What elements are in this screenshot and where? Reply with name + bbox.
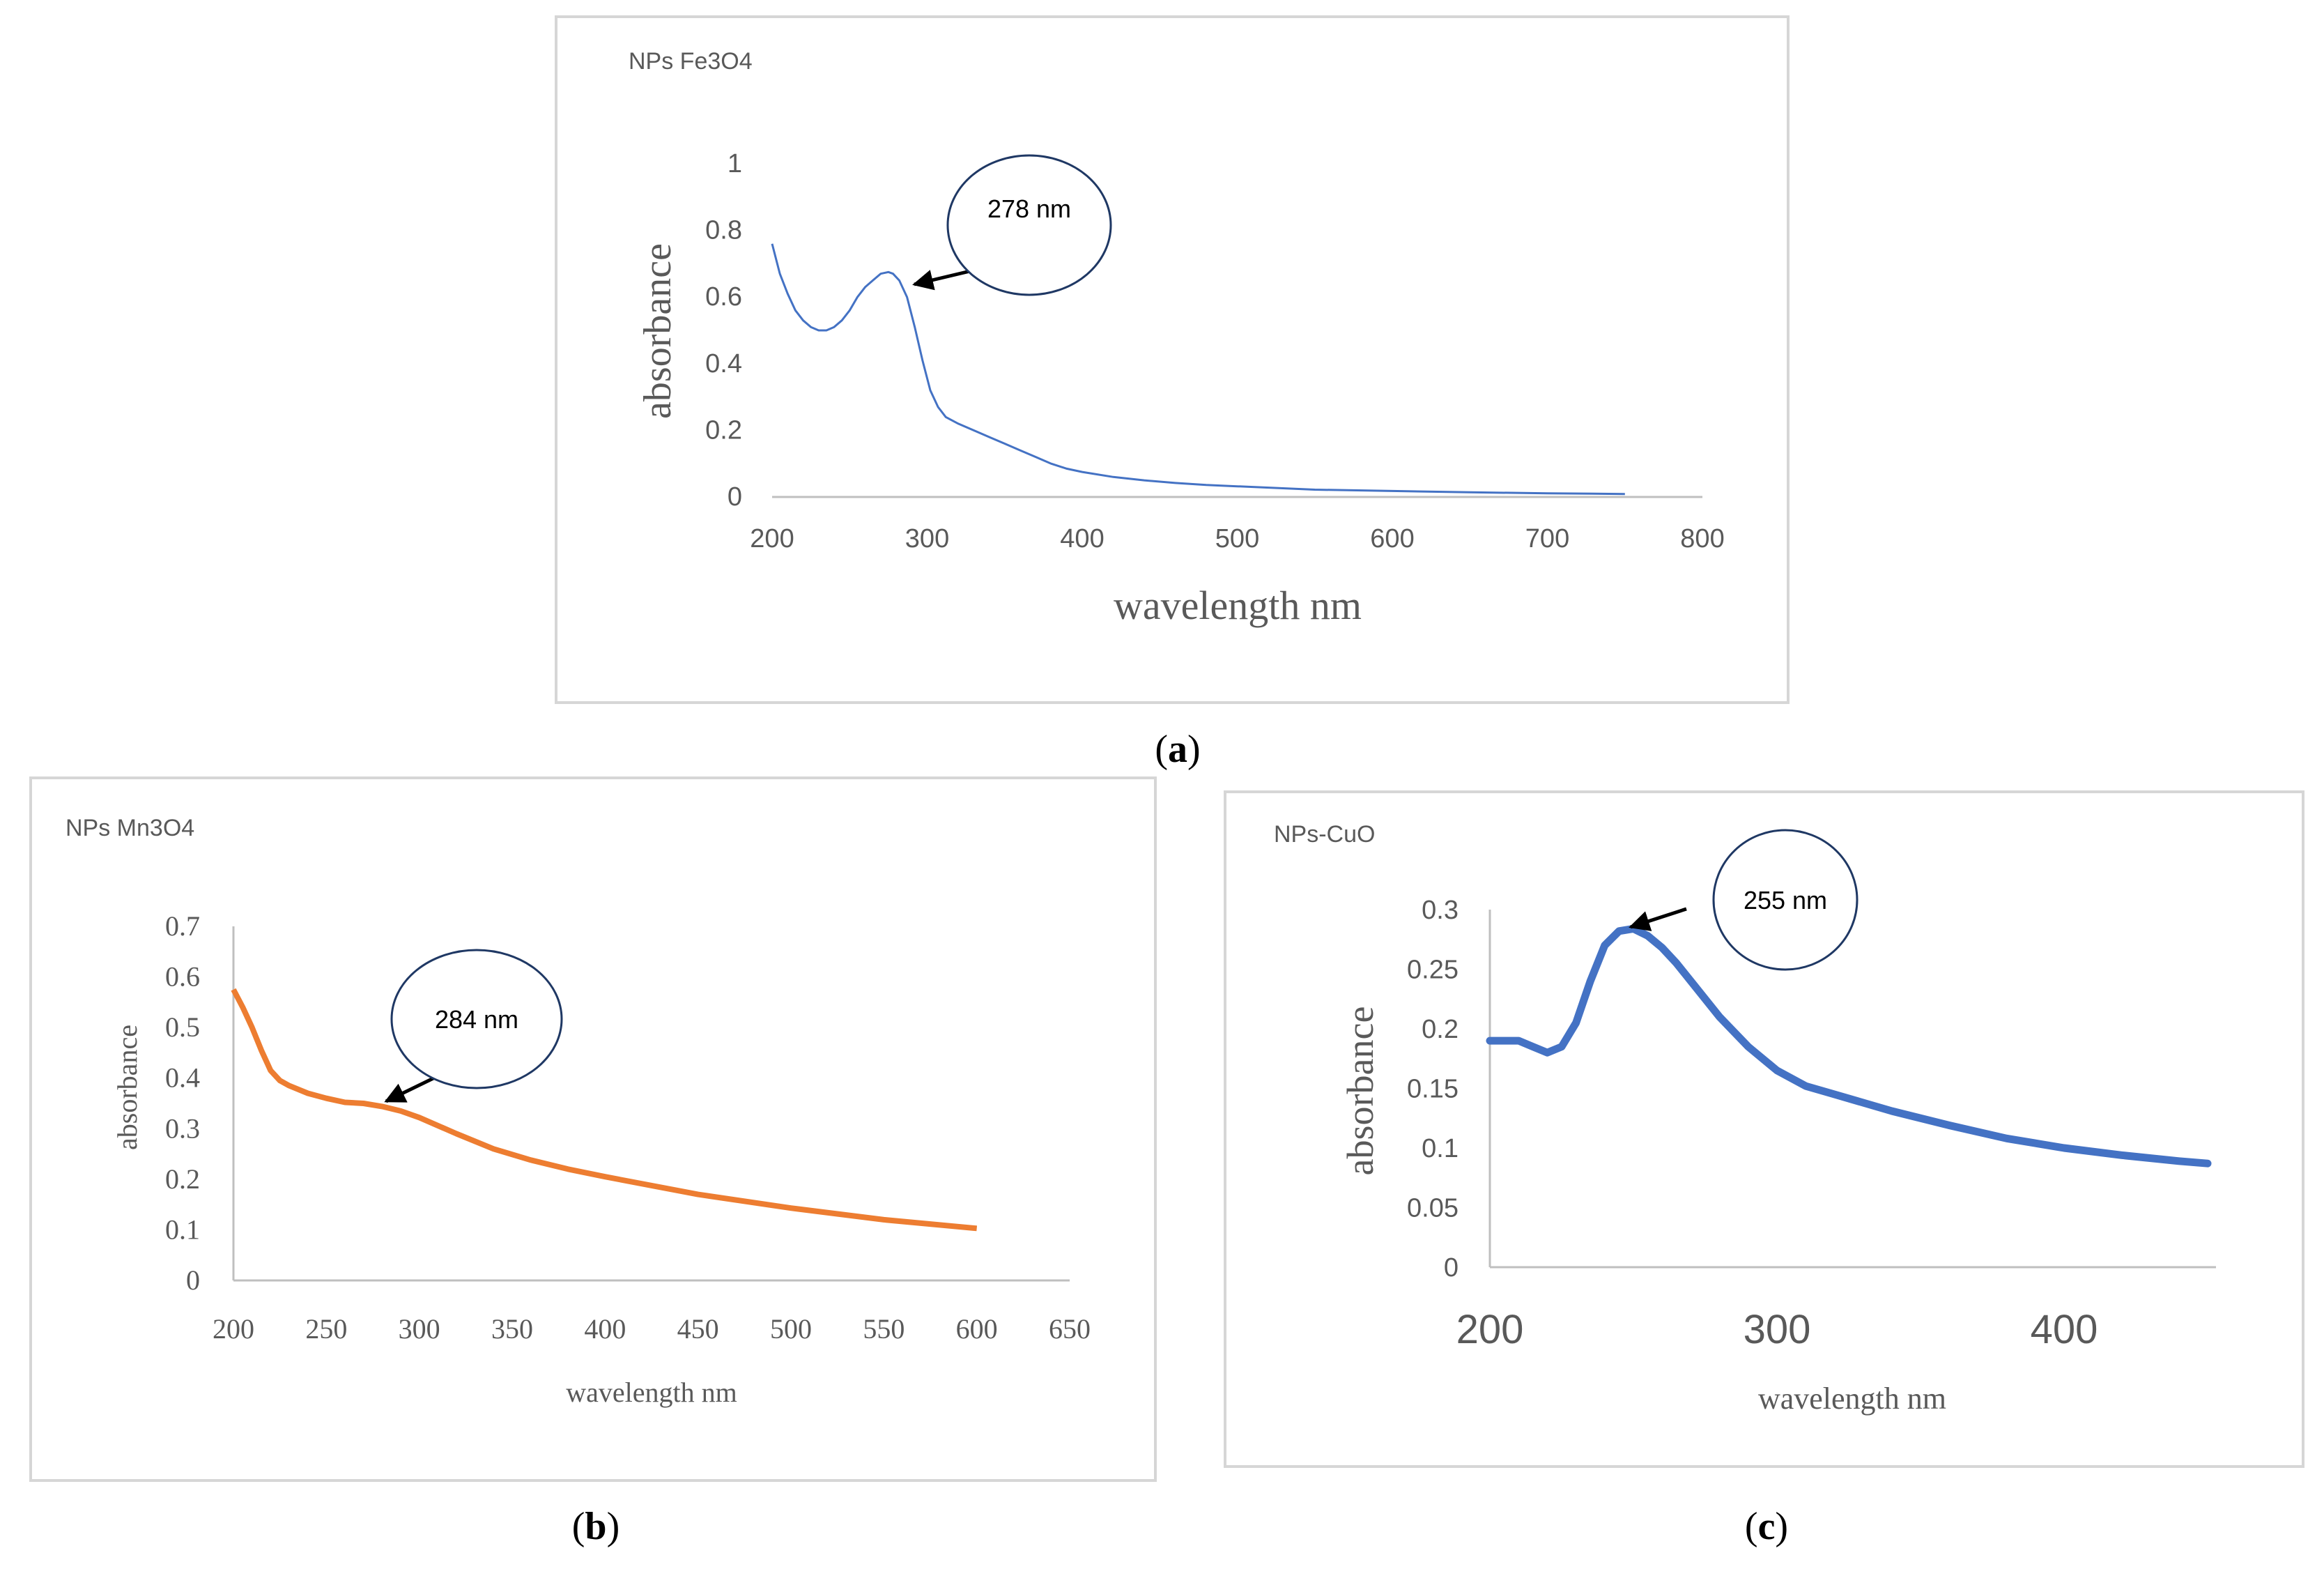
chart-title: NPs Fe3O4 [629, 48, 753, 75]
x-tick-label: 500 [770, 1313, 812, 1345]
x-tick-labels: 200 250 300 350 400 450 500 550 600 650 [213, 1313, 1091, 1345]
annotation-arrow [1629, 907, 1687, 931]
x-axis-label: wavelength nm [1758, 1382, 1946, 1416]
y-tick-label: 0 [1444, 1253, 1459, 1283]
y-tick-label: 0.4 [705, 349, 742, 378]
x-tick-label: 500 [1215, 524, 1259, 553]
y-tick-label: 0.8 [705, 216, 742, 245]
y-tick-label: 0.1 [165, 1214, 200, 1245]
x-tick-label: 700 [1525, 524, 1569, 553]
y-tick-label: 0.05 [1407, 1194, 1459, 1223]
x-tick-labels: 200 300 400 [1456, 1307, 2098, 1352]
chart-panel-b: NPs Mn3O4 0 0.1 0.2 0.3 0.4 0.5 0.6 0.7 200 250 3… [29, 776, 1157, 1482]
y-tick-label: 0.7 [165, 910, 200, 942]
chart-title: NPs-CuO [1274, 821, 1375, 848]
y-tick-label: 0.5 [165, 1011, 200, 1043]
x-tick-label: 300 [905, 524, 949, 553]
chart-frame [555, 15, 1790, 704]
y-tick-label: 0.15 [1407, 1075, 1459, 1104]
y-tick-label: 0.4 [165, 1062, 200, 1094]
x-tick-label: 650 [1049, 1313, 1091, 1345]
y-tick-labels: 0 0.2 0.4 0.6 0.8 1 [705, 149, 742, 512]
x-tick-label: 250 [305, 1313, 347, 1345]
y-tick-label: 0.6 [165, 961, 200, 993]
panel-label-a: (a) [1155, 728, 1200, 771]
x-axis-label: wavelength nm [1114, 583, 1362, 628]
y-tick-labels: 0 0.1 0.2 0.3 0.4 0.5 0.6 0.7 [165, 910, 200, 1296]
annotation-label: 255 nm [1744, 886, 1827, 914]
y-tick-label: 0.25 [1407, 956, 1459, 985]
x-tick-label: 400 [584, 1313, 626, 1345]
chart-frame [29, 776, 1157, 1482]
data-series-line [231, 988, 978, 1232]
data-series-line [1486, 924, 2212, 1168]
chart-panel-c: NPs-CuO 0 0.05 0.1 0.15 0.2 0.25 0.3 200 300 400… [1224, 790, 2304, 1468]
x-axis-label: wavelength nm [566, 1377, 737, 1408]
x-tick-label: 200 [750, 524, 794, 553]
annotation-arrow [384, 1074, 439, 1103]
panel-label-c: (c) [1745, 1505, 1788, 1548]
y-axis-label: absorbance [1339, 1007, 1381, 1176]
y-tick-label: 1 [728, 149, 742, 178]
chart-title: NPs Mn3O4 [66, 815, 194, 841]
x-tick-label: 200 [213, 1313, 254, 1345]
x-tick-label: 400 [2031, 1307, 2098, 1352]
y-tick-label: 0.6 [705, 282, 742, 312]
y-axis-label: absorbance [636, 243, 679, 419]
annotation-bubble [390, 949, 563, 1089]
x-tick-label: 300 [1744, 1307, 1811, 1352]
y-tick-label: 0.2 [1422, 1015, 1459, 1044]
y-tick-labels: 0 0.05 0.1 0.15 0.2 0.25 0.3 [1407, 896, 1459, 1283]
y-axis-label: absorbance [111, 1025, 143, 1150]
y-tick-label: 0.2 [165, 1163, 200, 1195]
y-tick-label: 0 [186, 1264, 200, 1296]
annotation-bubble [1712, 829, 1859, 971]
annotation-bubble [946, 154, 1112, 296]
x-tick-label: 550 [863, 1313, 905, 1345]
y-tick-label: 0.1 [1422, 1134, 1459, 1163]
y-tick-label: 0.3 [165, 1112, 200, 1144]
annotation-arrow [912, 269, 971, 291]
y-tick-label: 0.3 [1422, 896, 1459, 925]
x-tick-label: 400 [1060, 524, 1104, 553]
y-tick-label: 0.2 [705, 415, 742, 445]
data-series-line [771, 243, 1625, 496]
x-tick-label: 350 [491, 1313, 533, 1345]
chart-panel-a: NPs Fe3O4 0 0.2 0.4 0.6 0.8 1 200 300 400 500 600… [555, 15, 1790, 704]
x-tick-label: 200 [1456, 1307, 1524, 1352]
x-tick-label: 300 [399, 1313, 440, 1345]
x-tick-label: 800 [1680, 524, 1724, 553]
x-tick-label: 600 [956, 1313, 998, 1345]
panel-label-b: (b) [572, 1505, 620, 1548]
x-tick-labels: 200 300 400 500 600 700 800 [750, 524, 1724, 553]
x-tick-label: 600 [1370, 524, 1414, 553]
annotation-label: 284 nm [435, 1005, 518, 1034]
x-tick-label: 450 [677, 1313, 719, 1345]
y-tick-label: 0 [728, 482, 742, 512]
annotation-label: 278 nm [987, 194, 1071, 223]
